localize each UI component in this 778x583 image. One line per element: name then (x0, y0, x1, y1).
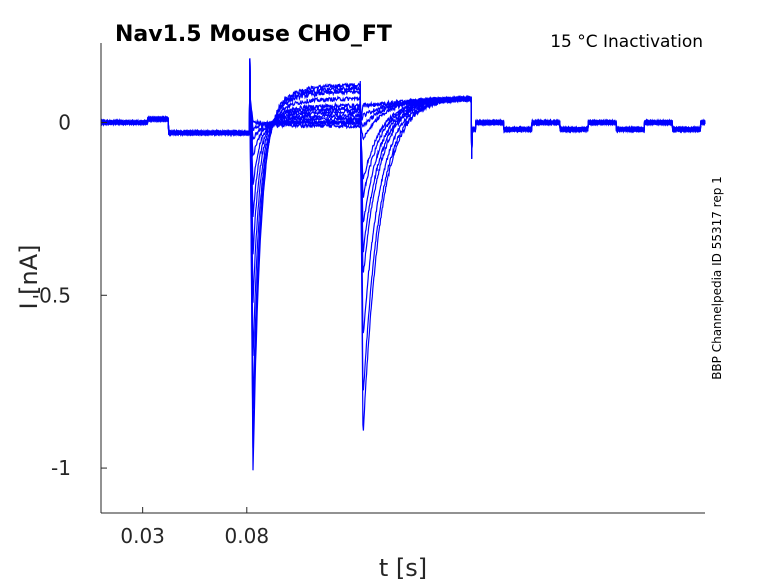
current-trace-11 (100, 58, 706, 158)
y-axis-label: I [nA] (15, 244, 43, 309)
chart-title: Nav1.5 Mouse CHO_FT (115, 22, 392, 47)
y-tick-label: -0.5 (32, 283, 71, 307)
side-id-label: BBP Channelpedia ID 55317 rep 1 (710, 176, 724, 380)
current-trace-12 (100, 61, 706, 156)
plot-area: 0 -0.5 -1 0.03 0.08 (32, 43, 706, 548)
x-axis-label: t [s] (379, 554, 427, 582)
y-tick-label: 0 (58, 110, 71, 134)
condition-label: 15 °C Inactivation (550, 32, 703, 52)
x-ticks: 0.03 0.08 (120, 507, 269, 548)
x-tick-label: 0.03 (120, 524, 165, 548)
y-tick-label: -1 (51, 456, 71, 480)
y-ticks: 0 -0.5 -1 (32, 110, 107, 480)
x-tick-label: 0.08 (225, 524, 270, 548)
current-trace-6 (100, 62, 706, 255)
current-trace-7 (100, 61, 706, 218)
current-trace-5 (100, 59, 706, 303)
current-traces (100, 58, 706, 471)
